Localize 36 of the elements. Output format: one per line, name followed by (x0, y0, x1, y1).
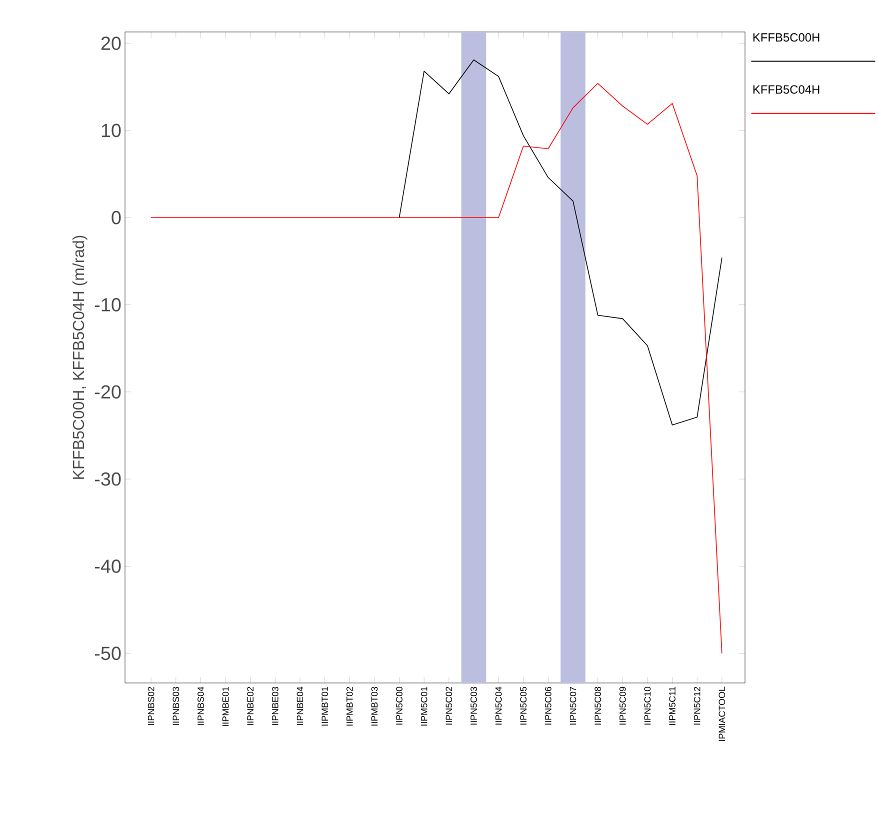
line-series (398, 59, 722, 426)
y-tick-label: -10 (94, 298, 121, 312)
x-tick-label: IPMIACTOOL (718, 686, 726, 741)
y-tick-label: 10 (102, 124, 121, 138)
y-tick-label: 0 (112, 210, 121, 224)
x-tick-label: IIPNBS03 (172, 686, 180, 726)
y-axis-title: KFFB5C00H, KFFB5C04H (m/rad) (72, 236, 88, 479)
x-tick-label: IIPN5C12 (694, 686, 700, 725)
y-tick-label: -40 (94, 560, 121, 573)
x-tick-label: IIPN5C08 (594, 686, 602, 725)
y-tick-label: 20 (101, 36, 121, 50)
x-tick-label: IIPNBE04 (296, 686, 304, 726)
x-tick-label: IIPN5C09 (619, 686, 626, 725)
x-tick-label: IIPMBT02 (346, 686, 353, 726)
x-tick-label: IIPM5C01 (420, 686, 428, 726)
x-tick-label: IIPNBS04 (198, 686, 204, 726)
x-tick-label: IIPN5C00 (396, 686, 402, 725)
x-tick-label: IIPNBE02 (247, 686, 254, 726)
x-tick-label: IIPN5C10 (644, 686, 651, 725)
x-tick-label: IIPM5C11 (669, 686, 676, 725)
y-tick-label: -20 (94, 385, 121, 399)
x-tick-label: IIPNBS02 (148, 686, 154, 726)
x-tick-label: IIPN5C05 (520, 686, 527, 725)
x-tick-label: IIPN5C02 (446, 686, 452, 725)
x-tick-label: IIPNBE03 (272, 686, 278, 726)
text: KFFB5C00H (753, 33, 820, 42)
x-tick-label: IIPMBT01 (322, 686, 328, 726)
x-tick-label: IIPN5C04 (495, 686, 502, 725)
y-tick-label: -50 (94, 646, 121, 660)
x-tick-label: IIPMBE01 (222, 686, 229, 726)
x-tick-label: IIPMBT03 (371, 686, 378, 726)
x-tick-label: IIPN5C07 (570, 686, 576, 725)
x-tick-label: IIPN5C06 (545, 686, 552, 725)
x-tick-label: IIPN5C03 (470, 686, 477, 725)
text: KFFB5C04H (753, 85, 820, 94)
y-tick-label: -30 (94, 472, 121, 486)
